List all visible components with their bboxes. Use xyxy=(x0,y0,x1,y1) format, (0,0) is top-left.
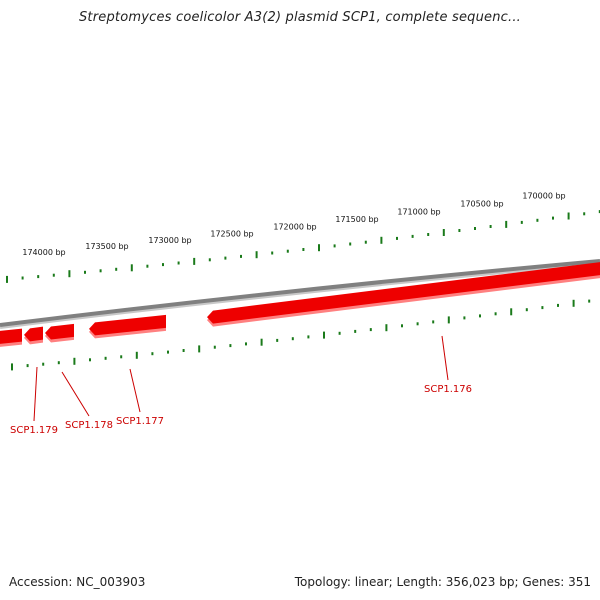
gene-arrow[interactable] xyxy=(0,328,22,345)
lower-tick-track xyxy=(11,299,591,371)
scale-label: 170500 bp xyxy=(460,200,503,209)
gene-label-track: SCP1.179 SCP1.178 SCP1.177 SCP1.176 xyxy=(10,335,472,436)
scale-label: 173500 bp xyxy=(85,242,128,251)
gene-track xyxy=(0,262,600,347)
gene-label[interactable]: SCP1.177 xyxy=(116,416,164,427)
gene-label[interactable]: SCP1.179 xyxy=(10,425,58,436)
scale-label-track: 174000 bp 173500 bp 173000 bp 172500 bp 1720… xyxy=(22,191,565,257)
gene-label[interactable]: SCP1.176 xyxy=(424,384,472,395)
gene-label-leader xyxy=(441,335,449,381)
gene-arrow[interactable] xyxy=(207,262,600,324)
accession-label: Accession: NC_003903 xyxy=(9,575,146,589)
sequence-backbone xyxy=(0,259,600,327)
map-title: Streptomyces coelicolor A3(2) plasmid SC… xyxy=(78,10,522,25)
scale-label: 170000 bp xyxy=(522,191,565,200)
genome-summary: Topology: linear; Length: 356,023 bp; Ge… xyxy=(294,575,591,589)
gene-arrow[interactable] xyxy=(45,323,74,340)
gene-label-leader xyxy=(61,371,90,417)
scale-label: 174000 bp xyxy=(22,248,65,257)
upper-tick-track xyxy=(6,210,600,283)
scale-label: 172000 bp xyxy=(273,222,316,231)
scale-label: 173000 bp xyxy=(148,236,191,245)
gene-label-leader xyxy=(129,368,141,413)
gene-label-leader xyxy=(33,366,38,422)
scale-label: 171500 bp xyxy=(335,215,378,224)
scale-label: 171000 bp xyxy=(397,208,440,217)
gene-arrow[interactable] xyxy=(24,326,43,342)
gene-label[interactable]: SCP1.178 xyxy=(65,420,113,431)
backbone-shadow xyxy=(0,261,600,329)
scale-label: 172500 bp xyxy=(210,229,253,238)
gene-arrow[interactable] xyxy=(89,314,166,336)
